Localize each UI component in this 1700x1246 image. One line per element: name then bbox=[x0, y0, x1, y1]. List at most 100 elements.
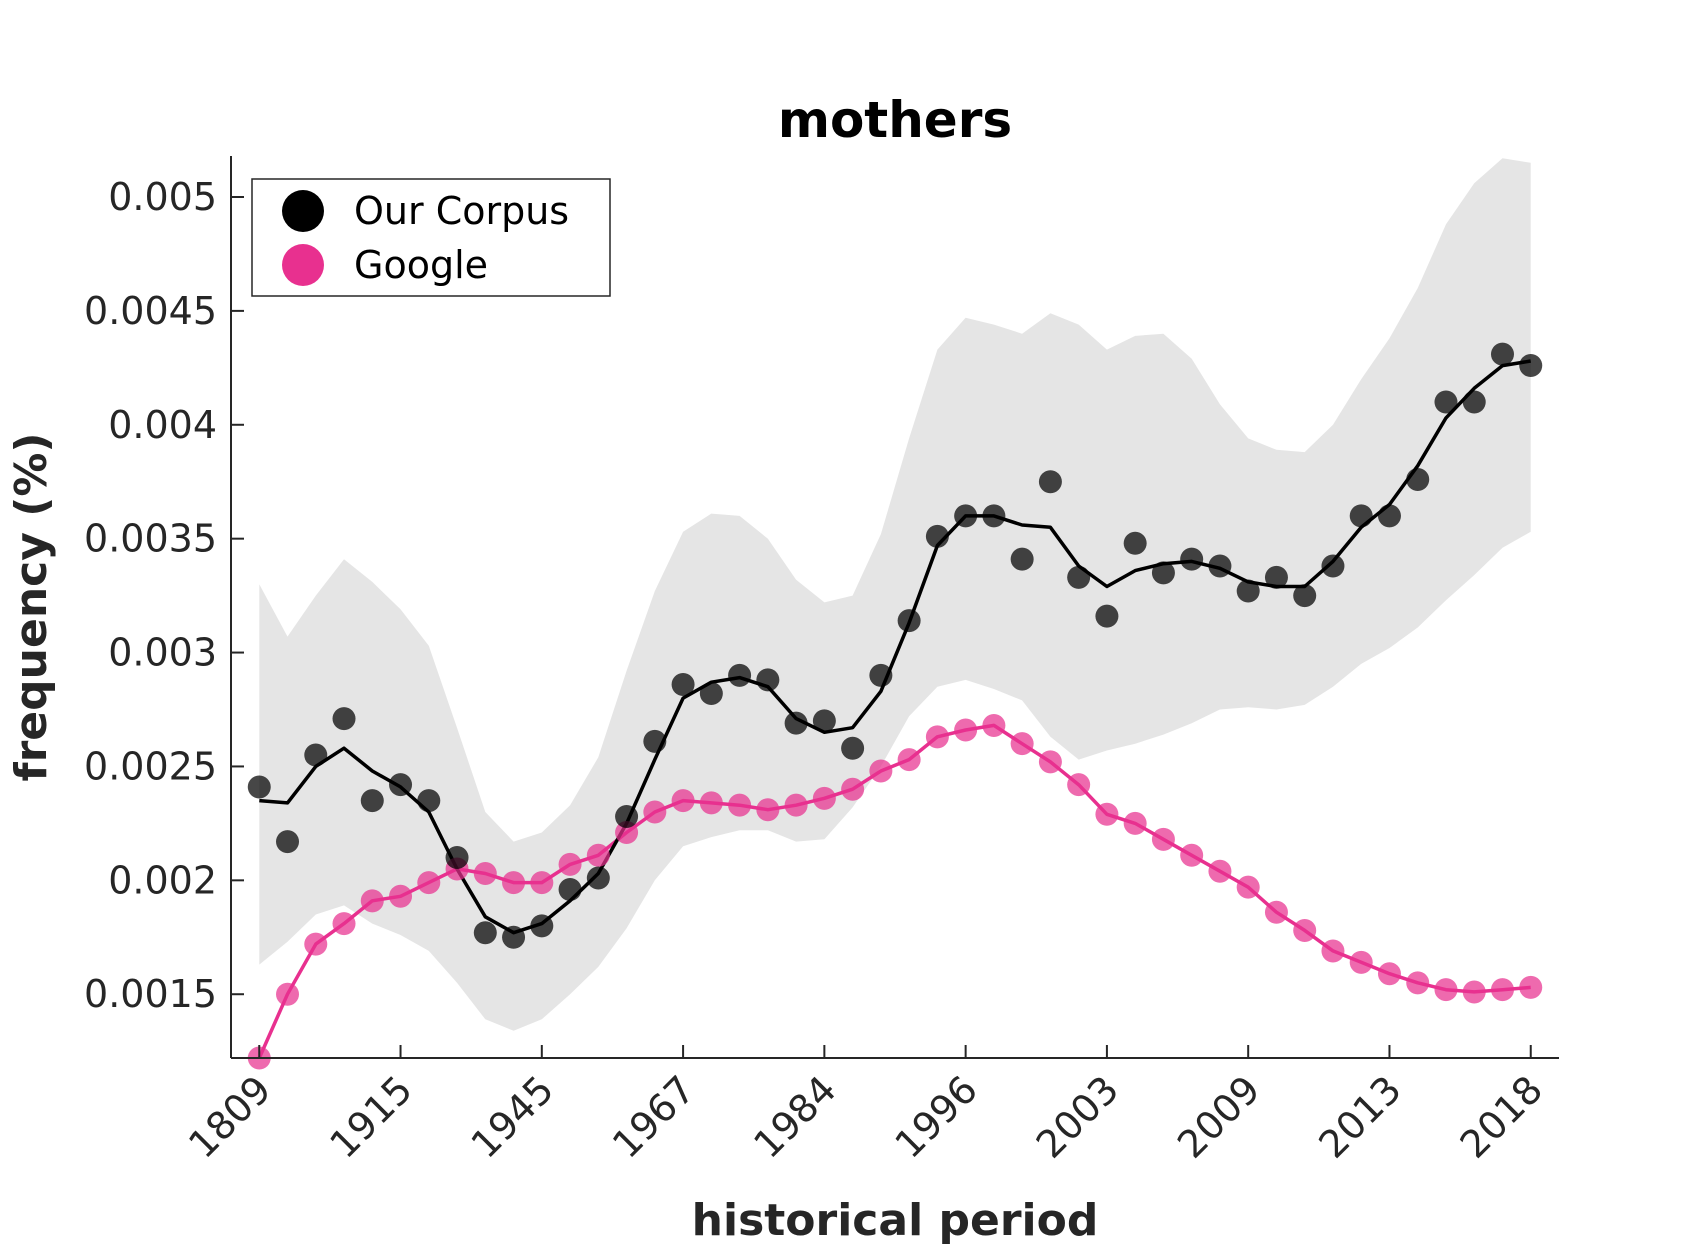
our-corpus-point bbox=[728, 663, 752, 687]
our-corpus-point bbox=[473, 921, 497, 945]
our-corpus-point bbox=[1377, 504, 1401, 528]
google-point bbox=[473, 862, 497, 885]
our-corpus-point bbox=[756, 668, 780, 692]
google-point bbox=[1293, 918, 1317, 942]
our-corpus-point bbox=[1236, 579, 1260, 603]
google-point bbox=[756, 798, 780, 822]
x-tick-label: 2018 bbox=[1452, 1067, 1552, 1167]
our-corpus-point bbox=[332, 707, 356, 731]
google-point bbox=[1519, 975, 1543, 999]
google-point bbox=[1406, 971, 1430, 995]
our-corpus-point bbox=[558, 877, 582, 901]
x-tick-label: 1809 bbox=[180, 1067, 280, 1167]
google-point bbox=[1236, 875, 1260, 899]
x-tick-label: 2003 bbox=[1028, 1067, 1128, 1167]
google-trend-group bbox=[257, 723, 1531, 1059]
our-corpus-point bbox=[1321, 554, 1345, 578]
google-point bbox=[812, 786, 836, 810]
y-axis-label: frequency (%) bbox=[6, 432, 57, 781]
our-corpus-point bbox=[1462, 390, 1486, 414]
chart-title: mothers bbox=[778, 91, 1012, 149]
our-corpus-points bbox=[247, 342, 1543, 949]
our-corpus-point bbox=[1010, 547, 1034, 571]
our-corpus-point bbox=[897, 609, 921, 633]
our-corpus-point bbox=[1519, 354, 1543, 378]
google-point bbox=[869, 759, 893, 783]
x-ticks: 1809 1915 1945 1967 1984 1996 2003 2009 2013 2018 bbox=[180, 1045, 1551, 1167]
y-tick-label: 0.0015 bbox=[84, 972, 217, 1016]
our-corpus-point bbox=[417, 789, 441, 813]
x-tick-label: 1996 bbox=[886, 1067, 986, 1167]
y-tick-label: 0.002 bbox=[108, 858, 217, 902]
y-tick-label: 0.0035 bbox=[84, 517, 217, 561]
google-point bbox=[1010, 732, 1034, 756]
x-tick-label: 1967 bbox=[604, 1067, 704, 1167]
y-tick-label: 0.0045 bbox=[84, 289, 217, 333]
google-point bbox=[699, 791, 723, 815]
our-corpus-point bbox=[304, 743, 328, 767]
y-tick-label: 0.0025 bbox=[84, 744, 217, 788]
our-corpus-point bbox=[812, 709, 836, 733]
our-corpus-variability-band bbox=[259, 158, 1531, 1031]
our-corpus-point bbox=[389, 773, 413, 797]
google-point bbox=[954, 718, 978, 742]
our-corpus-point bbox=[699, 682, 723, 706]
google-point bbox=[671, 789, 695, 813]
google-point bbox=[558, 852, 582, 876]
our-corpus-point bbox=[1208, 554, 1232, 578]
our-corpus-point bbox=[1067, 565, 1091, 589]
our-corpus-point bbox=[982, 504, 1006, 528]
google-point bbox=[1067, 773, 1091, 797]
google-point bbox=[332, 912, 356, 936]
our-corpus-trend-group bbox=[259, 359, 1531, 935]
legend-label-google: Google bbox=[354, 243, 488, 287]
our-corpus-point bbox=[1095, 604, 1119, 628]
google-point bbox=[1462, 980, 1486, 1004]
google-point bbox=[586, 843, 610, 867]
google-point bbox=[276, 982, 300, 1006]
google-point bbox=[1434, 978, 1458, 1002]
google-point bbox=[1208, 859, 1232, 883]
google-point bbox=[417, 871, 441, 895]
our-corpus-trend-line bbox=[259, 359, 1531, 935]
google-point bbox=[728, 793, 752, 817]
our-corpus-point bbox=[615, 805, 639, 829]
our-corpus-point bbox=[1151, 561, 1175, 585]
google-point bbox=[389, 884, 413, 908]
google-point bbox=[1321, 939, 1345, 963]
y-tick-label: 0.004 bbox=[108, 403, 217, 447]
google-point bbox=[643, 800, 667, 824]
x-tick-label: 2013 bbox=[1310, 1067, 1410, 1167]
google-point bbox=[1038, 750, 1062, 774]
our-corpus-point bbox=[1490, 342, 1514, 366]
x-tick-label: 1945 bbox=[463, 1067, 563, 1167]
google-point bbox=[360, 889, 384, 913]
our-corpus-point bbox=[360, 789, 384, 813]
our-corpus-point bbox=[445, 846, 469, 870]
our-corpus-point bbox=[954, 504, 978, 528]
google-point bbox=[1151, 827, 1175, 851]
google-point bbox=[841, 777, 865, 801]
x-tick-label: 2009 bbox=[1169, 1067, 1269, 1167]
our-corpus-point bbox=[1406, 467, 1430, 491]
google-point bbox=[925, 725, 949, 749]
legend-marker-our-corpus bbox=[282, 190, 324, 232]
y-tick-label: 0.003 bbox=[108, 631, 217, 675]
our-corpus-point bbox=[1038, 470, 1062, 494]
google-point bbox=[304, 932, 328, 956]
google-points bbox=[247, 713, 1543, 1070]
google-point bbox=[1377, 962, 1401, 986]
google-point bbox=[1490, 978, 1514, 1002]
google-point bbox=[982, 713, 1006, 737]
y-ticks: 0.0015 0.002 0.0025 0.003 0.0035 0.004 0.0045 0… bbox=[84, 175, 244, 1016]
our-corpus-point bbox=[643, 729, 667, 753]
x-tick-label: 1984 bbox=[745, 1067, 845, 1167]
our-corpus-point bbox=[276, 830, 300, 854]
our-corpus-point bbox=[586, 866, 610, 890]
our-corpus-point bbox=[671, 672, 695, 696]
our-corpus-point bbox=[502, 925, 526, 949]
our-corpus-point bbox=[247, 775, 271, 799]
our-corpus-point bbox=[869, 663, 893, 687]
google-point bbox=[1180, 843, 1204, 867]
